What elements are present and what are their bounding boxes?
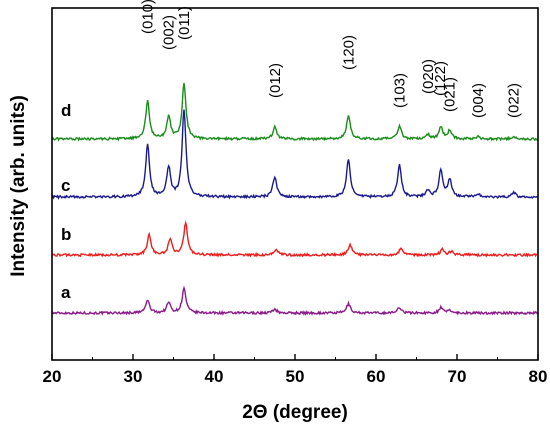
series-layer: [51, 82, 539, 316]
series-line-d: [51, 82, 539, 142]
x-tick-label: 50: [286, 367, 305, 386]
peak-label: (120): [341, 35, 358, 70]
x-axis: 20 30 40 50 60 70 80: [43, 354, 548, 386]
series-labels: a b c d: [61, 101, 71, 302]
series-label-b: b: [61, 225, 71, 244]
peak-label: (012): [267, 63, 284, 98]
series-label-a: a: [61, 283, 71, 302]
x-tick-label: 80: [529, 367, 548, 386]
series-label-c: c: [61, 176, 70, 195]
series-line-a: [51, 285, 539, 316]
peak-label: (002): [161, 15, 178, 50]
peak-label: (004): [470, 83, 487, 118]
x-axis-title: 2Θ (degree): [242, 402, 348, 423]
peak-label: (022): [506, 83, 523, 118]
peak-labels: (010) (002)(011) (012) (120) (103) (020)(122)…: [140, 0, 523, 118]
series-line-b: [51, 220, 539, 258]
x-tick-label: 30: [124, 367, 143, 386]
peak-label: (011): [176, 6, 193, 40]
peak-label: (103): [392, 73, 409, 108]
x-tick-label: 60: [367, 367, 386, 386]
x-tick-label: 40: [205, 367, 224, 386]
plot-frame: [51, 7, 539, 361]
peak-label: (020): [420, 59, 437, 94]
series-label-d: d: [61, 101, 71, 120]
series-line-c: [51, 109, 539, 200]
y-axis-title: Intensity (arb. units): [8, 95, 29, 277]
peak-label: (021): [442, 77, 459, 112]
x-tick-label: 70: [448, 367, 467, 386]
peak-label: (010): [140, 0, 157, 34]
x-tick-label: 20: [43, 367, 62, 386]
peak-label: (122): [432, 61, 449, 96]
